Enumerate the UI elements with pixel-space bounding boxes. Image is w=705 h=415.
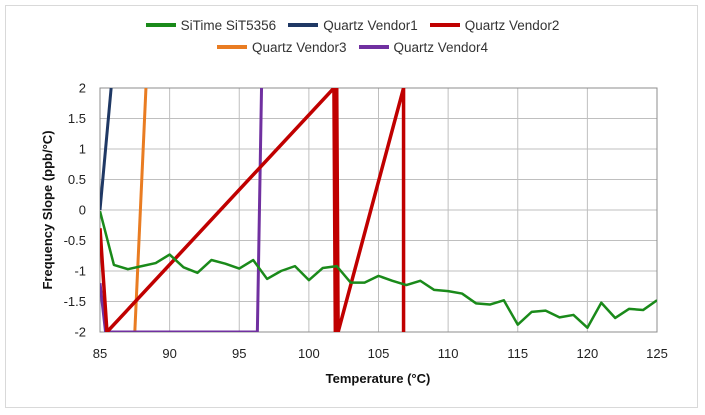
y-tick-label: 0.5 — [68, 172, 86, 187]
y-tick-label: 1 — [79, 142, 86, 157]
series-line-sitime — [100, 210, 657, 329]
legend-item-vendor2: Quartz Vendor2 — [429, 17, 560, 33]
y-axis-title: Frequency Slope (ppb/°C) — [40, 130, 55, 289]
y-tick-label: 1.5 — [68, 111, 86, 126]
legend-label-vendor2: Quartz Vendor2 — [464, 17, 560, 33]
series-line-vendor2 — [100, 88, 406, 332]
y-tick-label: 2 — [79, 81, 86, 96]
legend-label-vendor1: Quartz Vendor1 — [323, 17, 418, 33]
x-tick-label: 120 — [577, 346, 599, 361]
x-tick-label: 125 — [646, 346, 668, 361]
legend-swatch-vendor2 — [429, 23, 460, 27]
y-tick-label: -2 — [74, 325, 86, 340]
chart-frame — [5, 5, 698, 408]
series-line-vendor3 — [133, 88, 148, 332]
legend-swatch-vendor1 — [288, 23, 319, 27]
y-tick-label: -1.5 — [64, 294, 86, 309]
legend-label-sitime: SiTime SiT5356 — [180, 17, 277, 33]
series-line-vendor4 — [100, 88, 264, 332]
legend-label-vendor3: Quartz Vendor3 — [251, 39, 347, 55]
x-tick-label: 115 — [507, 346, 528, 361]
legend-label-vendor4: Quartz Vendor4 — [393, 39, 489, 55]
y-tick-label: -0.5 — [64, 233, 86, 248]
x-axis-title: Temperature (°C) — [326, 371, 431, 386]
legend-swatch-vendor4 — [358, 45, 389, 49]
x-tick-label: 110 — [438, 346, 459, 361]
x-tick-label: 95 — [232, 346, 246, 361]
legend-swatch-sitime — [145, 23, 176, 27]
legend-row-1: SiTime SiT5356 Quartz Vendor1 Quartz Ven… — [0, 14, 705, 36]
legend-swatch-vendor3 — [216, 45, 247, 49]
series-line-vendor1 — [100, 88, 113, 211]
legend-row-2: Quartz Vendor3 Quartz Vendor4 — [0, 36, 705, 58]
x-tick-label: 85 — [93, 346, 107, 361]
legend-item-vendor1: Quartz Vendor1 — [288, 18, 418, 33]
grid — [99, 87, 658, 333]
x-tick-label: 105 — [368, 346, 390, 361]
x-tick-label: 90 — [162, 346, 176, 361]
y-tick-label: 0 — [79, 203, 86, 218]
legend-item-sitime: SiTime SiT5356 — [145, 17, 277, 33]
tick-labels: 2 1.5 1 0.5 0 -0.5 -1 -1.5 -2 85 90 95 100 105 110 115 1… — [64, 81, 668, 362]
legend-item-vendor4: Quartz Vendor4 — [358, 39, 489, 55]
series-layer — [100, 88, 657, 332]
legend-item-vendor3: Quartz Vendor3 — [216, 39, 347, 55]
y-tick-label: -1 — [74, 264, 86, 279]
legend: SiTime SiT5356 Quartz Vendor1 Quartz Ven… — [0, 14, 705, 58]
x-tick-label: 100 — [298, 346, 320, 361]
